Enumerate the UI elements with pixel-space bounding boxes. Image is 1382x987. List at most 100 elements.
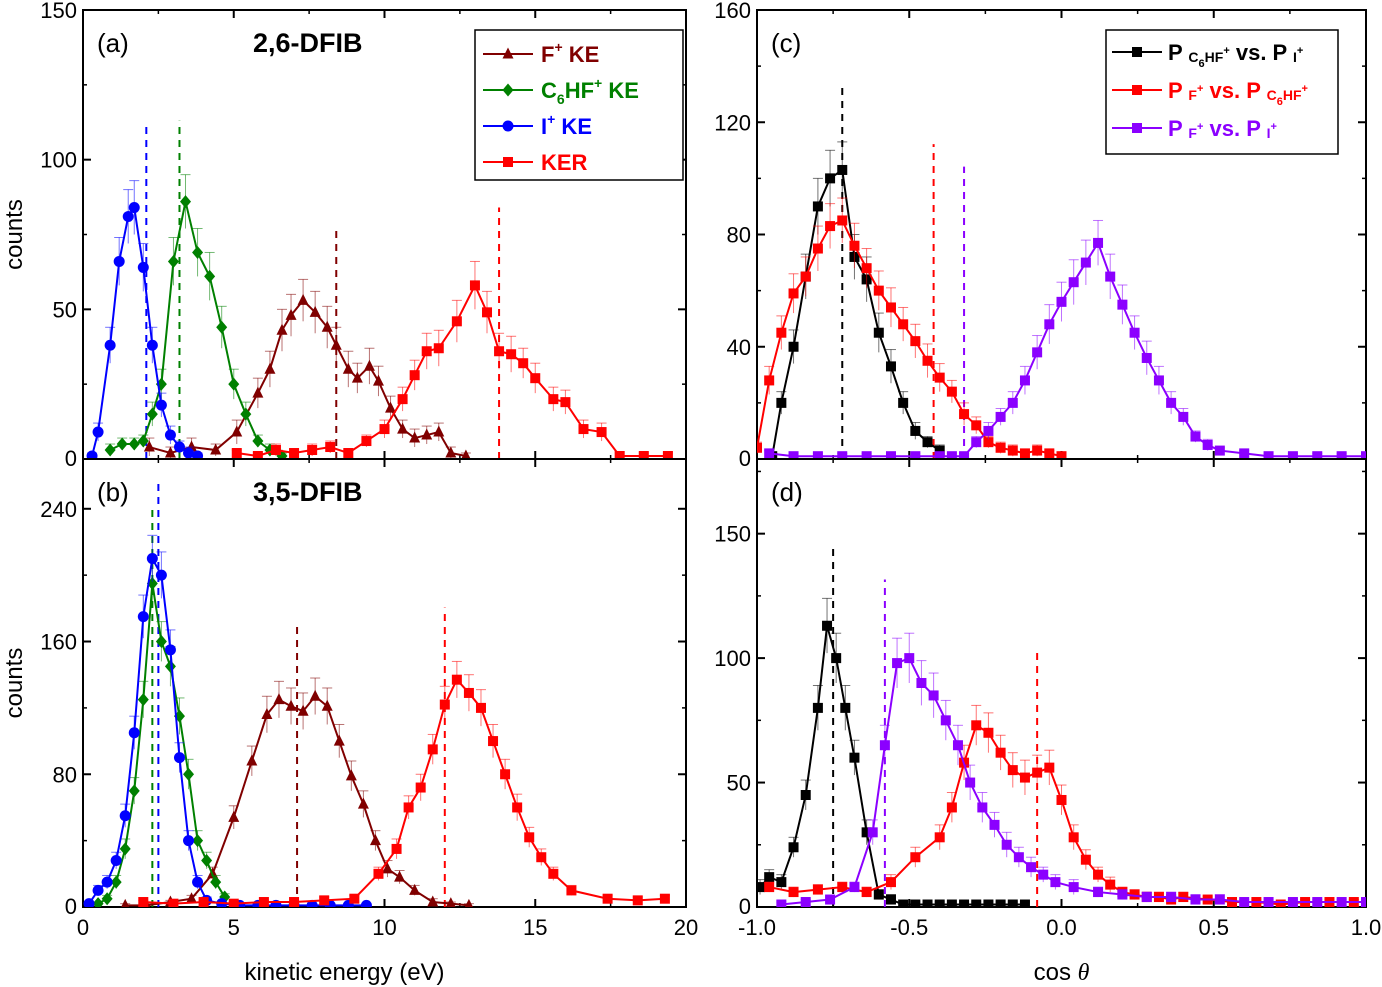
- data-point: [137, 611, 149, 623]
- data-point: [1050, 877, 1061, 888]
- data-point: [885, 361, 896, 372]
- data-point: [946, 802, 957, 813]
- legend-entry: C6HF+ KE: [541, 75, 639, 107]
- data-point: [143, 440, 155, 452]
- series-1: [92, 559, 231, 907]
- data-point: [128, 202, 140, 214]
- data-point: [548, 394, 559, 405]
- data-point: [1032, 445, 1043, 456]
- data-point: [971, 437, 982, 448]
- data-point: [201, 854, 213, 868]
- series-line: [757, 219, 1062, 458]
- data-point: [922, 437, 933, 448]
- data-point: [861, 827, 872, 838]
- data-point: [1068, 277, 1079, 288]
- data-point: [342, 362, 354, 374]
- data-point: [421, 346, 432, 357]
- data-point: [898, 397, 909, 408]
- legend-text-part: C: [1267, 87, 1277, 103]
- data-point: [959, 899, 970, 907]
- data-point: [1190, 894, 1201, 905]
- legend-text-part: P: [1168, 78, 1188, 103]
- data-point: [867, 827, 878, 838]
- data-point: [1129, 327, 1140, 338]
- data-point: [285, 699, 297, 711]
- y-tick-label: 160: [714, 0, 751, 23]
- legend-text-part: I: [1293, 49, 1297, 65]
- data-point: [1019, 772, 1030, 783]
- data-point: [1336, 451, 1347, 459]
- panel-b: 0 80 160 240 0 5 10 15 20 (b) 3,5-DFIB: [40, 458, 698, 940]
- data-point: [385, 401, 397, 413]
- axes-frame: [756, 458, 1367, 908]
- data-point: [861, 887, 872, 898]
- data-point: [373, 868, 384, 879]
- ticks: 0 50 100 150: [40, 0, 687, 471]
- data-point: [910, 425, 921, 436]
- data-point: [602, 893, 613, 904]
- series-line: [781, 656, 1366, 906]
- legend-entry: P F+ vs. P I+: [1168, 116, 1277, 141]
- data-point: [119, 810, 131, 822]
- data-point: [800, 271, 811, 282]
- data-point: [183, 835, 195, 847]
- data-point: [192, 834, 204, 848]
- legend-text-part: C: [1188, 49, 1198, 65]
- data-point: [638, 451, 649, 459]
- data-point: [273, 693, 285, 705]
- data-point: [216, 320, 228, 334]
- data-point: [831, 653, 842, 664]
- data-point: [1019, 448, 1030, 459]
- data-point: [321, 320, 333, 332]
- series-line: [109, 201, 283, 457]
- data-point: [330, 338, 342, 350]
- data-point: [1287, 897, 1298, 907]
- data-point: [898, 899, 909, 907]
- data-point: [128, 727, 140, 739]
- data-point: [910, 852, 921, 863]
- data-point: [983, 425, 994, 436]
- legend-text-part: +: [554, 39, 562, 55]
- data-point: [885, 451, 896, 459]
- y-tick-label: 160: [40, 630, 77, 655]
- data-point: [1007, 397, 1018, 408]
- legend-marker: [1132, 85, 1142, 95]
- data-point: [965, 777, 976, 788]
- data-point: [146, 407, 158, 421]
- data-point: [934, 832, 945, 843]
- data-point: [500, 769, 511, 780]
- data-point: [276, 449, 288, 459]
- data-point: [113, 255, 125, 267]
- data-point: [849, 240, 860, 251]
- data-point: [415, 782, 426, 793]
- data-point: [343, 448, 354, 459]
- data-point: [451, 316, 462, 327]
- y-tick-label: 120: [714, 110, 751, 135]
- data-point: [1026, 862, 1037, 873]
- panel-label: (c): [771, 28, 801, 58]
- data-point: [934, 445, 945, 456]
- data-point: [164, 644, 176, 656]
- legend-text-part: F: [1188, 125, 1197, 141]
- data-point: [391, 843, 402, 854]
- data-point: [971, 899, 982, 907]
- data-point: [1141, 892, 1152, 903]
- data-point: [119, 842, 131, 856]
- data-point: [1275, 899, 1286, 907]
- y-tick-label: 80: [727, 223, 751, 248]
- data-point: [1044, 319, 1055, 330]
- data-point: [812, 451, 823, 459]
- legend-text-part: vs. P: [1203, 78, 1266, 103]
- data-point: [121, 898, 130, 907]
- data-point: [825, 173, 836, 184]
- legend-text-part: 6: [557, 91, 565, 107]
- x-axis-title-right: cos θ: [1034, 959, 1090, 986]
- legend-marker: [503, 157, 513, 167]
- data-point: [916, 678, 927, 688]
- data-point: [1336, 897, 1347, 907]
- ticks: 0 80 160 240 0 5 10 15 20: [40, 459, 698, 940]
- data-point: [409, 431, 421, 443]
- data-point: [995, 747, 1006, 758]
- data-point: [180, 195, 192, 209]
